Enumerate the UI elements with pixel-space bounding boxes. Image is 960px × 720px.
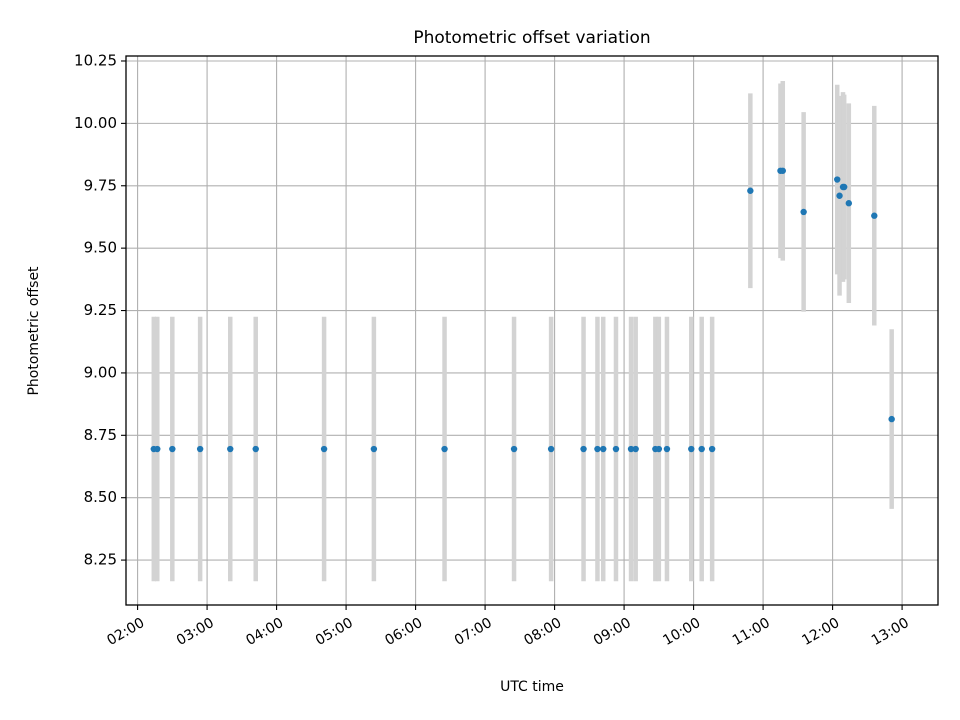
data-point [688, 445, 695, 453]
data-point [708, 445, 716, 453]
data-point [836, 192, 843, 199]
y-tick-label: 8.50 [84, 488, 117, 506]
y-tick-label: 8.75 [84, 426, 117, 444]
data-point [580, 445, 587, 453]
data-point [594, 445, 601, 453]
data-points [150, 167, 895, 453]
data-point [370, 445, 378, 453]
y-tick-label: 10.00 [74, 114, 117, 132]
data-point [320, 445, 328, 453]
data-point [547, 445, 555, 453]
x-axis-label: UTC time [500, 679, 564, 695]
data-point [169, 445, 176, 453]
y-tick-label: 9.25 [84, 301, 117, 319]
data-point [510, 445, 518, 453]
data-point [888, 415, 895, 423]
data-point [655, 445, 663, 453]
plot-frame [125, 55, 939, 606]
data-point [871, 212, 878, 219]
data-point [834, 176, 841, 183]
y-tick-label: 8.25 [84, 551, 117, 569]
data-point [840, 183, 848, 191]
data-point [227, 445, 234, 453]
data-point [196, 445, 204, 453]
data-point [441, 445, 448, 453]
y-axis-label: Photometric offset [26, 266, 42, 396]
grid-lines [126, 56, 938, 605]
data-point [845, 200, 853, 207]
data-point [698, 445, 705, 453]
data-point [632, 445, 639, 453]
data-point [154, 445, 161, 453]
data-point [747, 187, 754, 194]
chart-title: Photometric offset variation [413, 28, 650, 48]
y-tick-label: 9.50 [84, 239, 117, 257]
y-tick-label: 10.25 [74, 51, 117, 69]
data-point [627, 445, 635, 453]
data-point [800, 208, 807, 216]
data-point [600, 445, 607, 453]
y-tick-label: 9.00 [84, 363, 117, 381]
data-point [663, 445, 671, 453]
y-axis-ticks: 8.25 8.50 8.75 9.00 9.25 9.50 9.75 10.00 10.25 [74, 51, 126, 569]
data-point [252, 445, 259, 453]
y-tick-label: 9.75 [84, 176, 117, 194]
data-point [612, 445, 620, 453]
data-point [779, 167, 786, 174]
